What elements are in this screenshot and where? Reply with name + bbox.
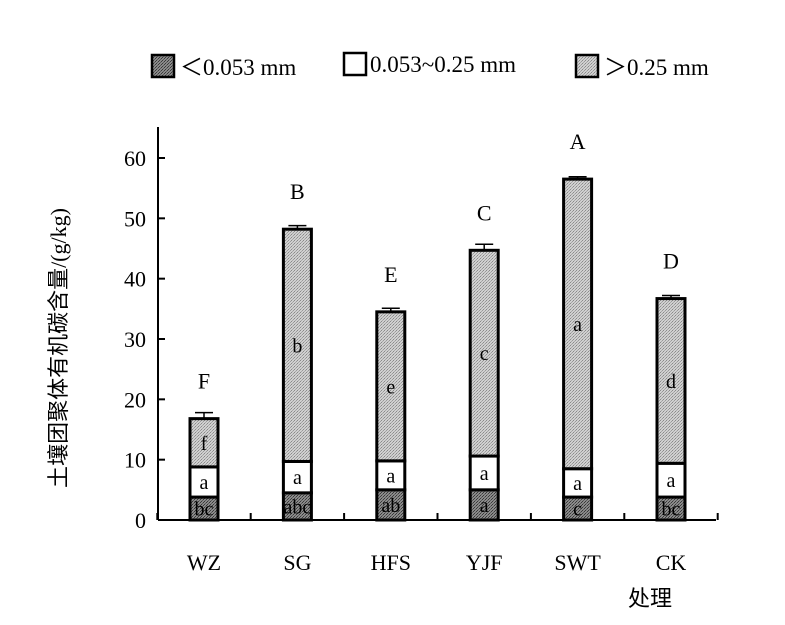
segment-letter-fine: bc <box>195 499 214 521</box>
y-tick-label: 20 <box>124 387 146 412</box>
x-tick-label: SWT <box>554 550 601 575</box>
x-tick-label: SG <box>283 550 311 575</box>
x-tick-label: HFS <box>371 550 411 575</box>
y-tick-label: 30 <box>124 327 146 352</box>
group-significance-letter: D <box>663 249 679 274</box>
bar-segment-coarse <box>655 297 687 465</box>
group-significance-letter: E <box>384 262 397 287</box>
y-ticks: 0 10 20 30 40 50 60 <box>124 146 165 533</box>
y-tick-label: 50 <box>124 206 146 231</box>
group-significance-letter: C <box>477 200 492 225</box>
y-tick-label: 40 <box>124 267 146 292</box>
bar-group-sg: abc a b B <box>281 179 313 522</box>
segment-letter-fine: ab <box>381 495 400 517</box>
segment-letter-coarse: f <box>201 433 208 455</box>
bar-group-ck: bc a d D <box>655 249 687 522</box>
segment-letter-medium: a <box>386 465 395 487</box>
legend-swatch-coarse <box>574 53 600 79</box>
bar-group-wz: bc af F <box>188 369 220 522</box>
segment-letter-fine: bc <box>662 499 681 521</box>
segment-letter-coarse: a <box>573 314 582 336</box>
y-tick-label: 60 <box>124 146 146 171</box>
bar-segment-coarse <box>281 227 313 463</box>
y-tick-label: 0 <box>135 508 146 533</box>
x-axis-title: 处理 <box>628 586 672 611</box>
bar-segment-fine <box>375 488 407 522</box>
segment-letter-medium: a <box>200 472 209 494</box>
bar-segment-medium <box>188 465 220 499</box>
x-tick-label: YJF <box>466 550 503 575</box>
segment-letter-fine: c <box>573 499 582 521</box>
bar-segment-coarse <box>468 248 500 458</box>
legend-label-medium: 0.053~0.25 mm <box>370 52 516 77</box>
segment-letter-coarse: b <box>292 335 302 357</box>
group-significance-letter: B <box>290 179 305 204</box>
legend-label-fine: ＜0.053 mm <box>180 55 296 80</box>
bar-segment-medium <box>281 459 313 495</box>
segment-letter-medium: a <box>293 467 302 489</box>
bar-segment-coarse <box>375 310 407 463</box>
legend-item-fine: ＜0.053 mm <box>150 53 296 80</box>
segment-letter-coarse: e <box>386 376 395 398</box>
legend-swatch-fine <box>150 53 176 79</box>
legend: ＜0.053 mm 0.053~0.25 mm ＞0.25 mm <box>150 51 709 80</box>
legend-item-coarse: ＞0.25 mm <box>574 53 709 80</box>
segment-letter-fine: a <box>480 495 489 517</box>
x-ticks: WZ SG HFS YJF SWT CK <box>156 513 719 575</box>
legend-label-coarse: ＞0.25 mm <box>604 55 709 80</box>
segment-letter-fine: abc <box>284 496 312 518</box>
segment-letter-medium: a <box>480 463 489 485</box>
legend-swatch-medium <box>342 51 368 77</box>
bar-group-yjf: aa c C <box>468 200 500 522</box>
y-tick-label: 10 <box>124 448 146 473</box>
x-tick-label: WZ <box>187 550 221 575</box>
segment-letter-coarse: c <box>480 343 489 365</box>
x-tick-label: CK <box>656 550 687 575</box>
segment-letter-coarse: d <box>666 371 676 393</box>
y-axis-title: 土壤团聚体有机碳含量/(g/kg) <box>46 208 71 488</box>
segment-letter-medium: a <box>667 470 676 492</box>
bar-group-hfs: ab a e E <box>375 262 407 522</box>
group-significance-letter: A <box>570 129 586 154</box>
bar-segment-medium <box>655 461 687 499</box>
legend-item-medium: 0.053~0.25 mm <box>342 51 516 77</box>
segment-letter-medium: a <box>573 473 582 495</box>
group-significance-letter: F <box>198 369 210 394</box>
